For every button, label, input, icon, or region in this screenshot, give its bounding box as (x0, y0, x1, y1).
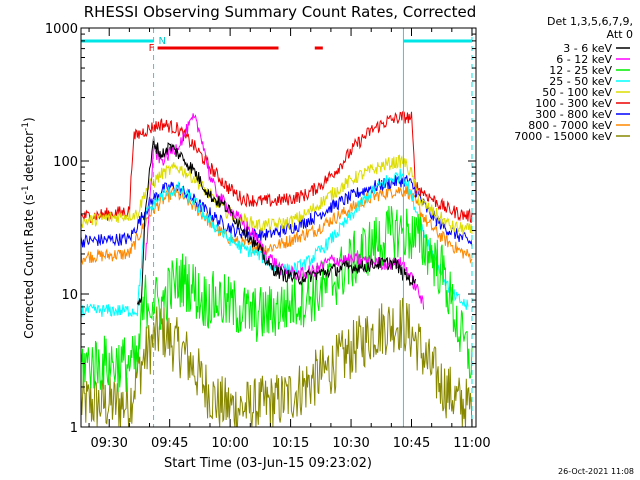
chart-title: RHESSI Observing Summary Count Rates, Co… (84, 3, 477, 21)
x-tick-label: 09:30 (90, 436, 127, 451)
legend-label: 25 - 50 keV (549, 75, 612, 88)
x-tick-label: 10:15 (272, 436, 309, 451)
plot-frame (80, 27, 477, 428)
night-flag-label: N (159, 36, 166, 47)
x-axis-label: Start Time (03-Jun-15 09:23:02) (164, 456, 372, 471)
y-tick-label: 1 (70, 421, 78, 436)
legend-label: 6 - 12 keV (556, 53, 612, 66)
x-tick-label: 10:00 (211, 436, 248, 451)
x-tick-label: 10:30 (332, 436, 369, 451)
series-line-3-6-kev (136, 136, 416, 306)
x-axis: 09:30 09:45 10:00 10:15 10:30 10:45 11:00 (88, 28, 491, 451)
legend-header-detectors: Det 1,3,5,6,7,9, (547, 15, 633, 28)
x-tick-label: 10:45 (393, 436, 430, 451)
series-line-12-25-kev (80, 205, 473, 393)
series-line-800-7000-kev (80, 185, 473, 266)
legend-label: 7000 - 15000 keV (514, 130, 612, 143)
legend-label: 800 - 7000 keV (528, 119, 612, 132)
y-tick-label: 1000 (45, 22, 78, 37)
generation-timestamp: 26-Oct-2021 11:08 (558, 467, 634, 476)
series-line-100-300-kev (80, 110, 473, 224)
series-line-7000-15000-kev (80, 297, 473, 428)
legend-label: 300 - 800 keV (535, 108, 612, 121)
legend-label: 3 - 6 keV (563, 42, 612, 55)
flare-flag-label: F (149, 43, 155, 54)
series-group (80, 110, 473, 428)
y-tick-label: 10 (61, 288, 78, 303)
legend-header-attenuator: Att 0 (607, 28, 633, 41)
legend-label: 50 - 100 keV (542, 86, 612, 99)
legend-label: 100 - 300 keV (535, 97, 612, 110)
legend-label: 12 - 25 keV (549, 64, 612, 77)
x-tick-label: 11:00 (453, 436, 490, 451)
series-line-50-100-kev (80, 154, 473, 235)
y-axis: 1 10 100 1000 (45, 22, 476, 436)
annotation-group: FN (81, 28, 473, 427)
x-tick-label: 09:45 (151, 436, 188, 451)
y-axis-label: Corrected Count Rate (s-1 detector-1) (21, 117, 36, 338)
y-tick-label: 100 (53, 155, 78, 170)
